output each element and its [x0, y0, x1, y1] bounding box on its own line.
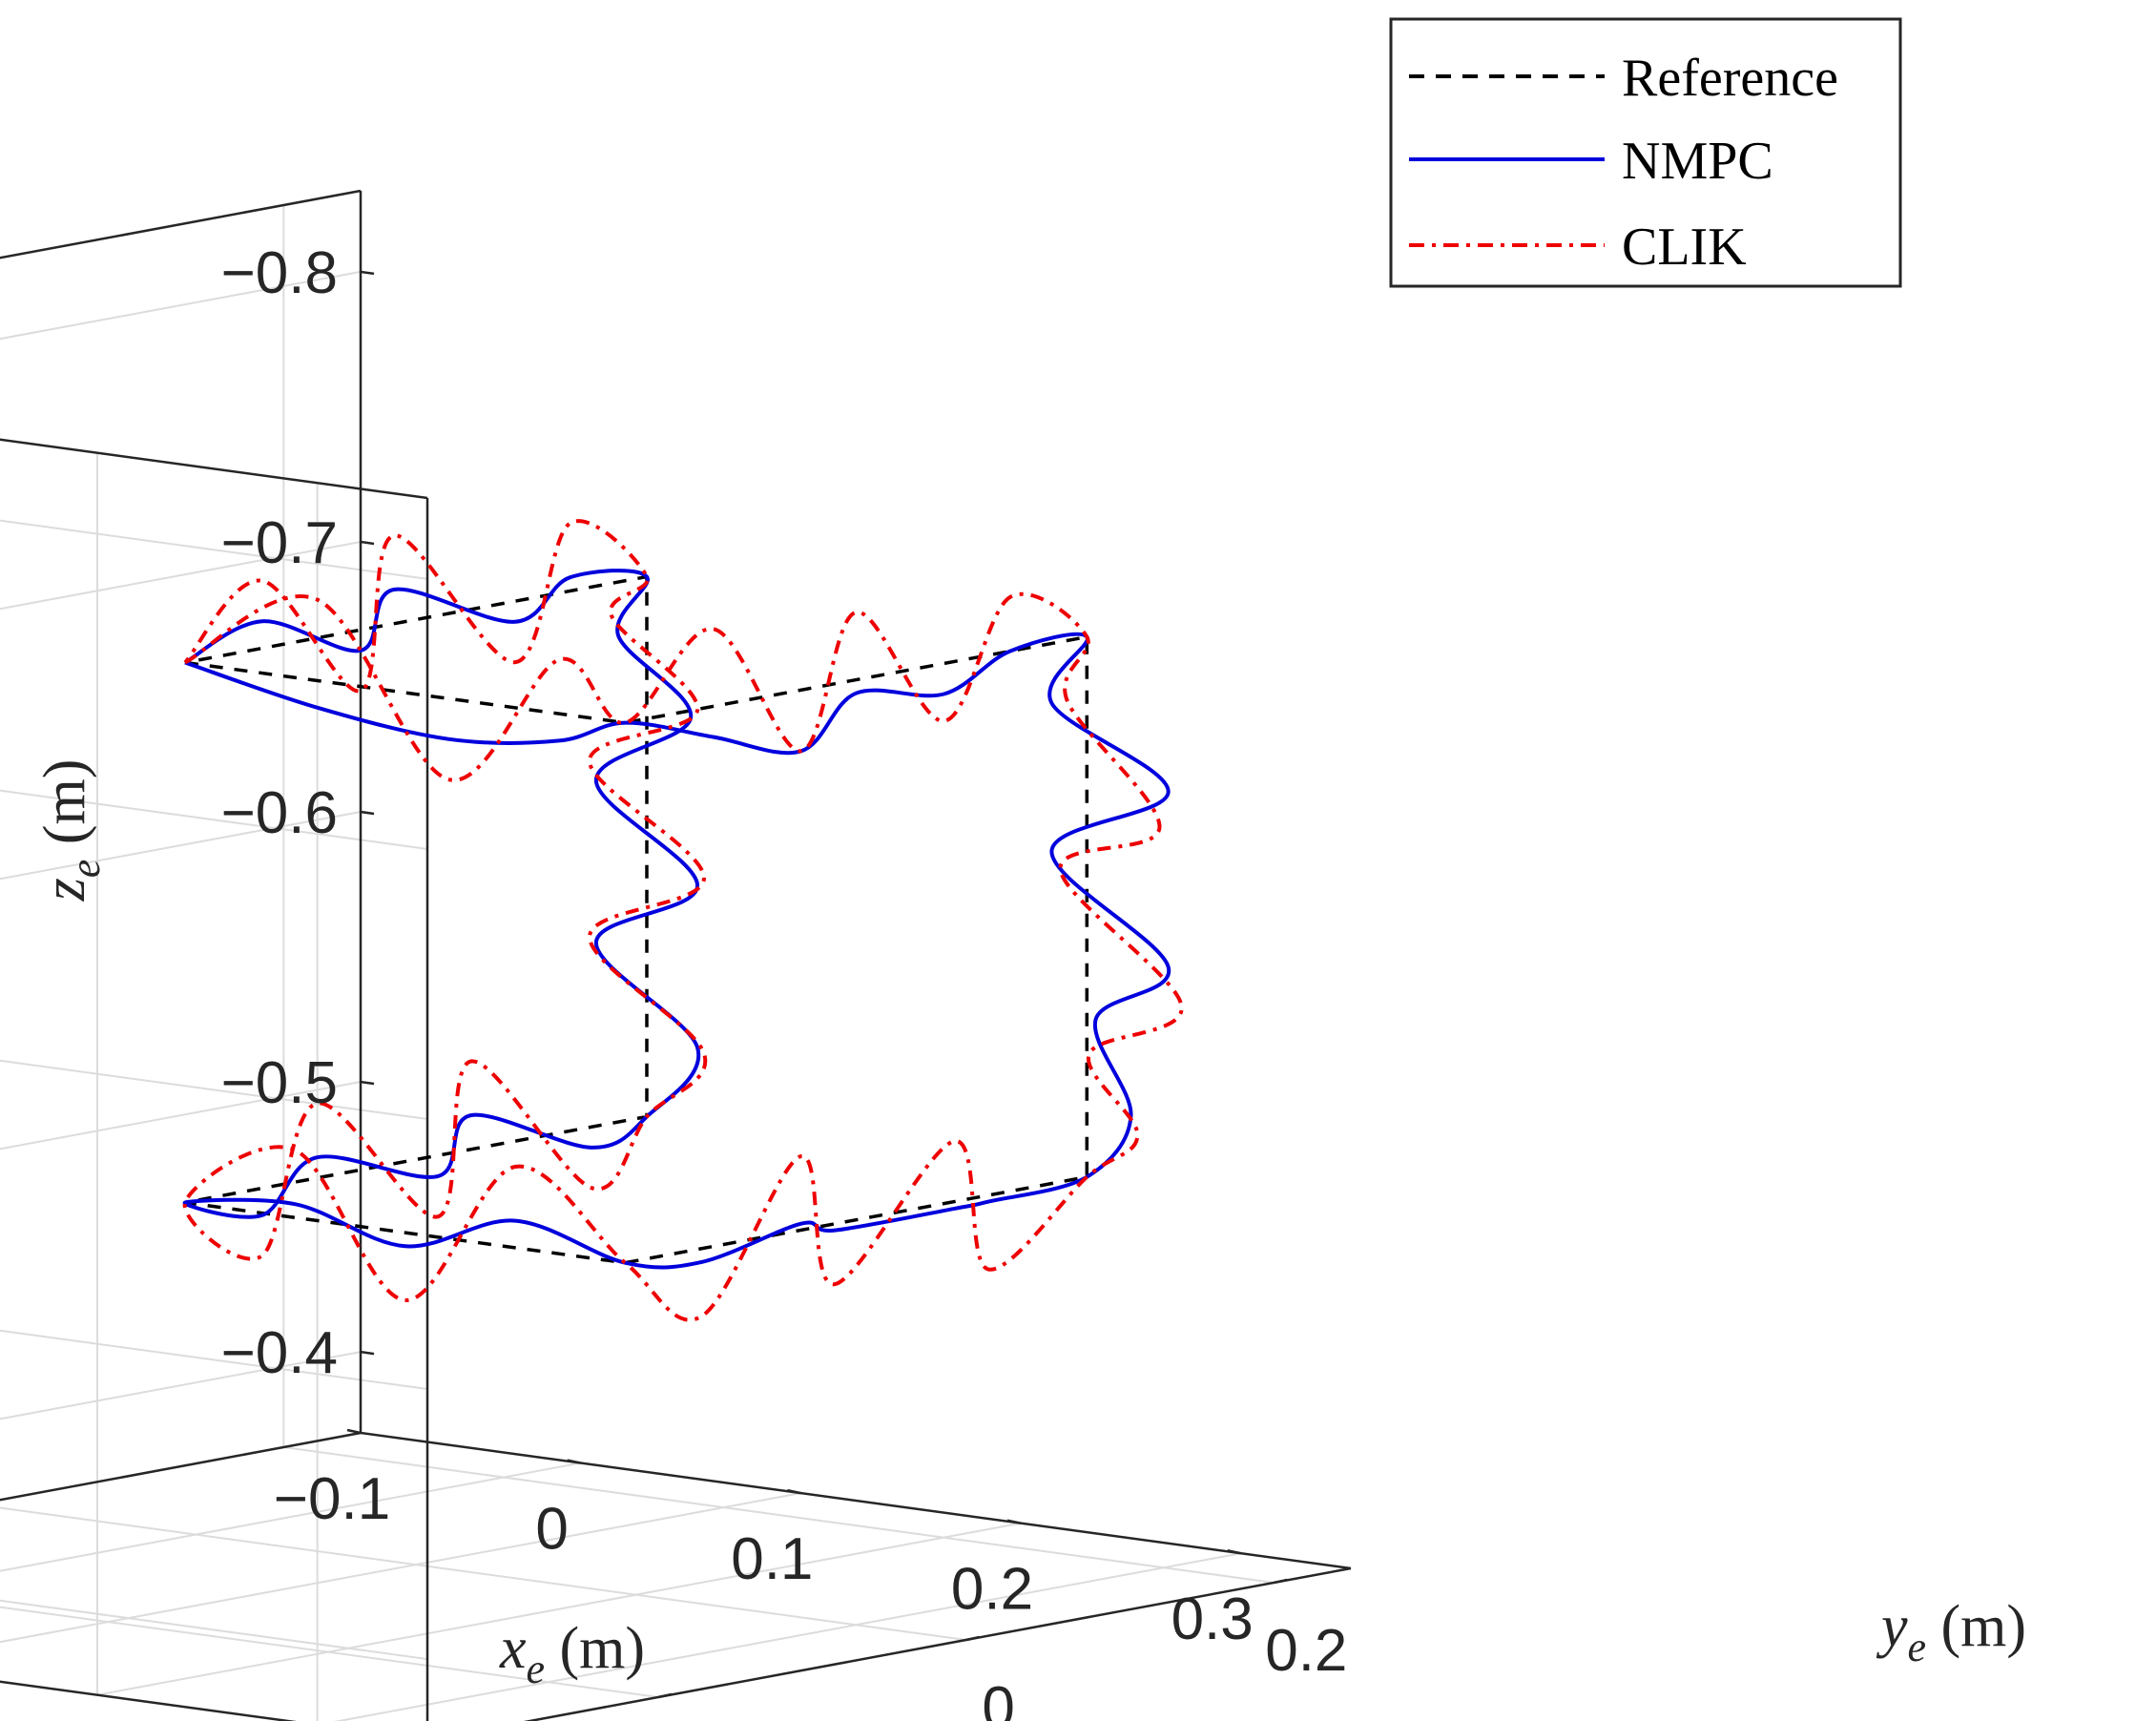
z-tick-3 — [360, 1080, 375, 1086]
legend-label-nmpc: NMPC — [1622, 132, 1773, 191]
z-axis-label-sub: e — [62, 860, 109, 879]
z-axis-label-unit: (m) — [32, 759, 97, 860]
box-edge-7 — [360, 1431, 1352, 1570]
legend: Reference NMPC CLIK — [1389, 17, 1902, 288]
grid-z-left-3 — [0, 1081, 362, 1151]
series-group — [182, 519, 1184, 1322]
series-line-clik — [182, 519, 1184, 1322]
grid-z-right-1 — [0, 789, 428, 850]
x-axis-label: xe (m) — [499, 1616, 645, 1692]
grid-z-right-4 — [0, 1599, 428, 1661]
x-tick-label-2: 0.1 — [731, 1526, 813, 1592]
x-axis-label-main: x — [499, 1616, 527, 1681]
tick-marks: −0.8−0.7−0.6−0.5−0.4−0.100.10.20.3−0.200… — [221, 240, 1348, 1721]
legend-label-clik: CLIK — [1622, 218, 1747, 277]
grid-z-right-0 — [0, 519, 428, 580]
grid-z-left-4 — [0, 1351, 362, 1420]
z-tick-label-2: −0.6 — [221, 780, 338, 846]
y-tick-label-1: 0 — [982, 1675, 1014, 1721]
z-tick-label-3: −0.5 — [221, 1050, 338, 1116]
axis-box — [0, 189, 1352, 1721]
grid-y-floor-1 — [0, 1506, 966, 1641]
z-axis-label: ze (m) — [32, 759, 109, 902]
x-tick-label-0: −0.1 — [274, 1466, 390, 1532]
grid-z-left-1 — [0, 540, 362, 611]
y-tick-2 — [1274, 1578, 1288, 1585]
grid-z-right-2 — [0, 1059, 428, 1120]
z-tick-4 — [360, 1350, 375, 1356]
grid-y-floor-0 — [0, 1606, 659, 1698]
y-axis-label-main: y — [1876, 1594, 1908, 1659]
x-axis-label-unit: (m) — [545, 1616, 645, 1681]
box-edge-3 — [0, 189, 362, 259]
x-tick-2 — [787, 1488, 801, 1495]
grid-x-floor-4 — [333, 1552, 1241, 1721]
series-line-reference — [183, 574, 1089, 1265]
y-tick-1 — [965, 1635, 980, 1642]
x-tick-0 — [346, 1428, 362, 1435]
x-tick-3 — [1006, 1519, 1022, 1524]
grid-lines — [0, 205, 1275, 1721]
svg-text:xe (m): xe (m) — [499, 1616, 645, 1692]
y-axis-label: ye (m) — [1876, 1594, 2026, 1670]
grid-x-floor-2 — [0, 1492, 801, 1644]
x-tick-1 — [567, 1459, 581, 1464]
legend-label-reference: Reference — [1622, 49, 1838, 108]
y-tick-label-2: 0.2 — [1265, 1618, 1347, 1684]
x-axis-label-sub: e — [526, 1646, 545, 1692]
y-axis-label-unit: (m) — [1926, 1594, 2026, 1659]
x-tick-4 — [1227, 1548, 1241, 1555]
z-tick-2 — [360, 810, 375, 816]
z-tick-0 — [360, 270, 375, 276]
z-axis-label-main: z — [32, 878, 97, 902]
legend-box — [1389, 17, 1902, 288]
grid-z-left-0 — [0, 270, 362, 341]
grid-x-floor-3 — [96, 1522, 1022, 1696]
series-line-nmpc — [182, 569, 1171, 1270]
y-tick-0 — [657, 1692, 673, 1699]
z-tick-label-1: −0.7 — [221, 510, 338, 576]
z-tick-label-0: −0.8 — [221, 240, 338, 306]
grid-y-floor-2 — [283, 1446, 1275, 1584]
box-edge-8 — [523, 1566, 1352, 1721]
grid-z-right-3 — [0, 1329, 428, 1391]
svg-text:ze (m): ze (m) — [32, 759, 109, 902]
x-tick-label-3: 0.2 — [951, 1557, 1033, 1623]
box-edge-6 — [0, 1680, 298, 1721]
svg-text:ye (m): ye (m) — [1876, 1594, 2026, 1670]
x-tick-label-4: 0.3 — [1171, 1586, 1254, 1652]
y-axis-label-sub: e — [1907, 1624, 1926, 1670]
z-tick-label-4: −0.4 — [221, 1320, 338, 1386]
box-edge-5 — [0, 1431, 362, 1502]
grid-z-left-2 — [0, 811, 362, 881]
box-edge-4 — [0, 438, 428, 500]
x-tick-label-1: 0 — [535, 1497, 568, 1563]
z-tick-1 — [360, 540, 375, 546]
